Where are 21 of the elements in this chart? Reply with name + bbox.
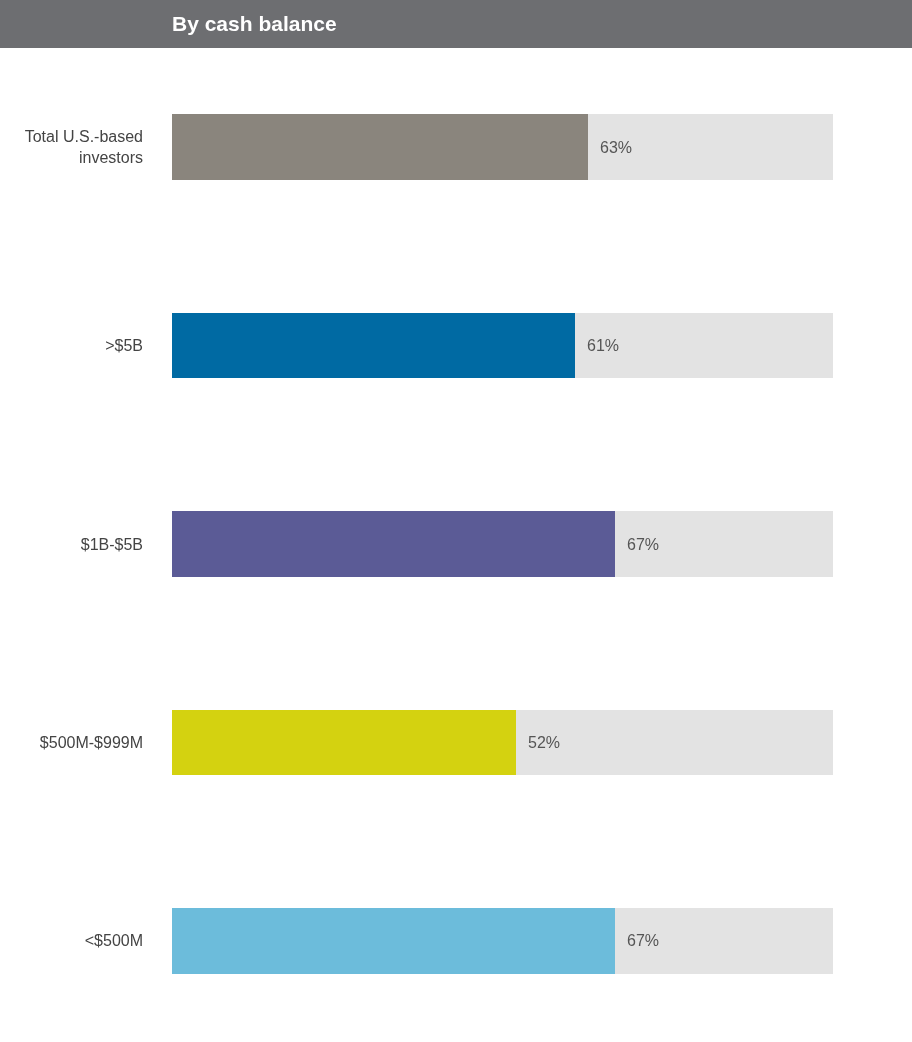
data-label: 61% — [587, 337, 620, 354]
bar — [588, 114, 833, 180]
data-label: 52% — [528, 734, 561, 751]
bar — [614, 511, 833, 577]
bar — [515, 709, 833, 776]
bar — [172, 114, 589, 180]
y-tick-label: Total U.S.-based investors — [24, 128, 143, 167]
chart-title: By cash balance — [172, 12, 337, 36]
y-tick-label: $500M-$999M — [39, 734, 143, 751]
data-label: 67% — [627, 932, 660, 949]
bar — [172, 312, 576, 379]
y-tick-label: >$5B — [105, 337, 143, 355]
bar — [614, 908, 833, 974]
y-tick-label: $1B-$5B — [80, 535, 143, 553]
bar — [172, 709, 516, 776]
data-label: 67% — [627, 536, 660, 553]
data-label: 63% — [600, 139, 633, 156]
bar — [172, 511, 615, 577]
y-tick-label: <$500M — [84, 932, 143, 950]
bar — [172, 908, 615, 974]
bar — [575, 312, 833, 379]
